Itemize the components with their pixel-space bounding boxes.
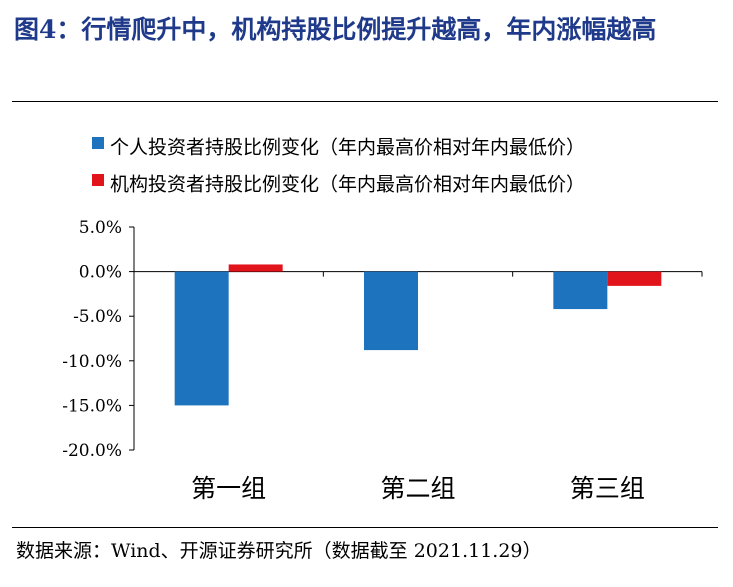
legend-label-2: 机构投资者持股比例变化（年内最高价相对年内最低价） (110, 174, 585, 196)
legend-swatch-1 (92, 137, 104, 149)
bar-individual-1 (174, 271, 229, 406)
bottom-divider (12, 527, 718, 528)
bar-chart: 个人投资者持股比例变化（年内最高价相对年内最低价） 机构投资者持股比例变化（年内最… (62, 137, 703, 503)
bar-institution-3 (607, 271, 662, 286)
y-tick-label: 0.0% (79, 263, 122, 283)
figure-title: 图4：行情爬升中，机构持股比例提升越高，年内涨幅越高 (14, 15, 657, 44)
y-tick-label: -15.0% (62, 396, 122, 416)
source-note: 数据来源：Wind、开源证券研究所（数据截至 2021.11.29） (16, 540, 542, 562)
legend-swatch-2 (92, 174, 104, 186)
legend-label-1: 个人投资者持股比例变化（年内最高价相对年内最低价） (110, 137, 585, 159)
y-tick-label: -20.0% (62, 441, 122, 461)
y-tick-label: -5.0% (73, 307, 122, 327)
category-label: 第一组 (191, 474, 266, 503)
top-divider (12, 101, 718, 102)
bar-individual-3 (553, 271, 608, 310)
category-label: 第二组 (380, 474, 455, 503)
bar-institution-1 (228, 264, 283, 272)
category-label: 第三组 (570, 474, 645, 503)
y-tick-label: -10.0% (62, 352, 122, 372)
bar-individual-2 (364, 271, 418, 351)
y-tick-label: 5.0% (79, 218, 122, 238)
